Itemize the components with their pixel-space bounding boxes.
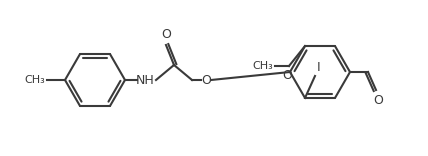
Text: O: O — [161, 28, 171, 41]
Text: O: O — [373, 94, 383, 107]
Text: I: I — [317, 61, 321, 74]
Text: O: O — [201, 73, 211, 86]
Text: CH₃: CH₃ — [252, 61, 273, 71]
Text: O: O — [282, 69, 292, 82]
Text: NH: NH — [136, 73, 155, 86]
Text: CH₃: CH₃ — [24, 75, 45, 85]
